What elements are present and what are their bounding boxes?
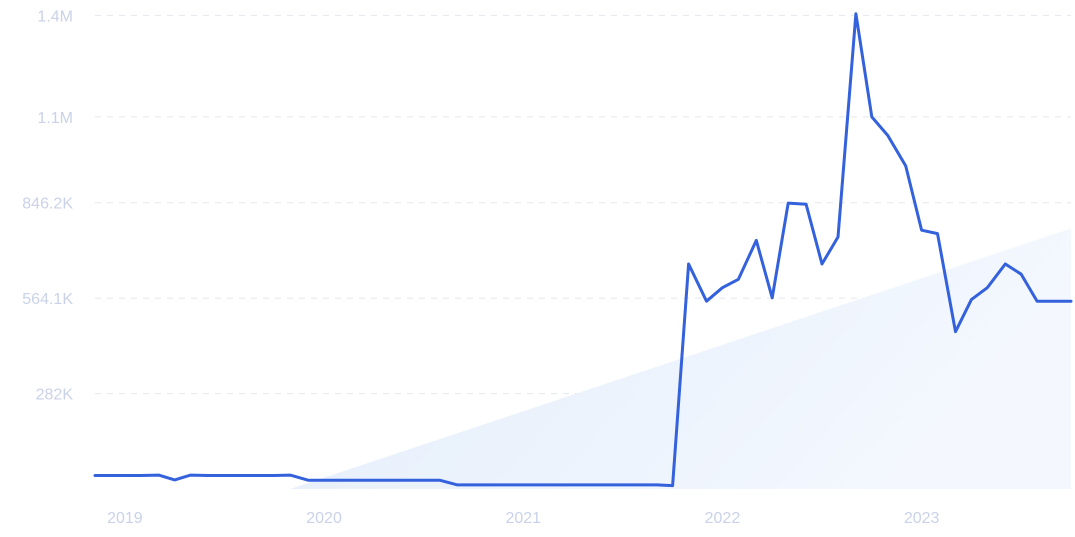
- y-tick-label: 1.1M: [37, 110, 73, 127]
- series-line: [93, 12, 1073, 488]
- trend-wedge: [290, 228, 1071, 490]
- x-tick-label: 2020: [306, 510, 342, 527]
- trend-area: [290, 228, 1071, 490]
- x-tick-label: 2021: [505, 510, 541, 527]
- x-tick-label: 2022: [705, 510, 741, 527]
- y-tick-label: 282K: [36, 387, 74, 404]
- y-tick-label: 1.4M: [37, 8, 73, 25]
- x-tick-label: 2023: [904, 510, 940, 527]
- y-tick-label: 564.1K: [22, 291, 73, 308]
- y-tick-label: 846.2K: [22, 196, 73, 213]
- x-tick-label: 2019: [107, 510, 143, 527]
- series-layer: [93, 12, 1073, 488]
- x-axis: 2019 2020 2021 2022 2023: [107, 510, 939, 527]
- y-axis: 282K 564.1K 846.2K 1.1M 1.4M: [22, 8, 73, 403]
